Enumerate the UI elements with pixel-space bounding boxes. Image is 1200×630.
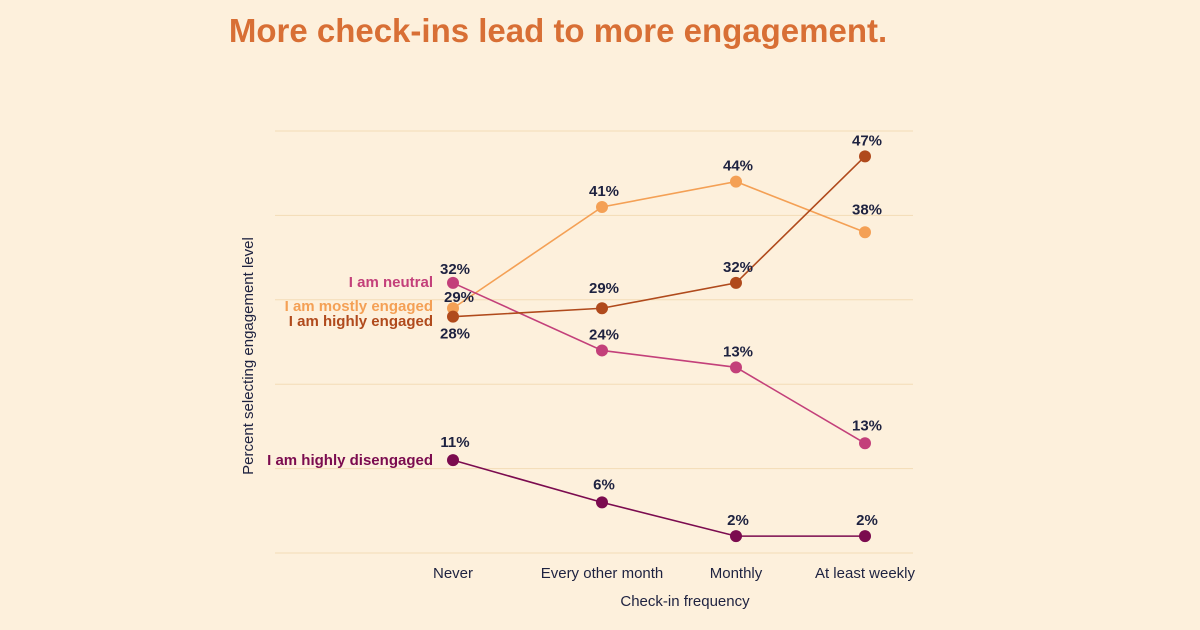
- data-point: [859, 150, 871, 163]
- data-label: 32%: [723, 259, 753, 276]
- x-tick-label: Never: [433, 565, 473, 582]
- data-label: 6%: [593, 476, 615, 493]
- series-label: I am neutral: [349, 274, 433, 291]
- series-line: [452, 282, 866, 444]
- data-point: [447, 310, 459, 323]
- x-tick-label: Every other month: [541, 565, 664, 582]
- data-label: 38%: [852, 201, 882, 218]
- data-label: 32%: [440, 261, 470, 278]
- data-point: [859, 437, 871, 450]
- data-label: 28%: [440, 326, 470, 343]
- x-tick-label: At least weekly: [815, 565, 916, 582]
- data-label: 2%: [727, 512, 749, 529]
- data-point: [730, 175, 742, 188]
- data-label: 13%: [723, 343, 753, 360]
- data-label: 13%: [852, 417, 882, 434]
- data-point: [447, 454, 459, 467]
- x-axis-label: Check-in frequency: [620, 593, 750, 610]
- data-label: 47%: [852, 132, 882, 149]
- data-point: [596, 302, 608, 315]
- data-point: [730, 361, 742, 374]
- series-label: I am highly disengaged: [267, 452, 433, 469]
- data-point: [859, 226, 871, 239]
- data-label: 11%: [440, 434, 469, 451]
- data-point: [447, 302, 459, 315]
- data-label: 24%: [589, 326, 619, 343]
- data-label: 41%: [589, 183, 619, 200]
- gridlines: [275, 130, 913, 554]
- data-point: [596, 496, 608, 509]
- data-point: [730, 276, 742, 289]
- series-line: [452, 459, 865, 537]
- y-axis-label: Percent selecting engagement level: [240, 237, 257, 475]
- data-point: [596, 200, 608, 213]
- data-labels: 29% 41% 44% 38% I am mostly engaged 32% 24% 13%…: [267, 132, 882, 529]
- data-point: [596, 344, 608, 357]
- data-point: [730, 530, 742, 543]
- series-line: [452, 180, 866, 309]
- series-label: I am mostly engaged: [285, 298, 433, 315]
- chart-title: More check-ins lead to more engagement.: [228, 12, 888, 49]
- data-point: [859, 530, 871, 543]
- series-lines: [447, 150, 871, 543]
- x-tick-label: Monthly: [710, 565, 763, 582]
- x-tick-labels: Never Every other month Monthly At least we…: [433, 565, 916, 582]
- data-label: 2%: [856, 512, 878, 529]
- series-line: [452, 155, 866, 318]
- data-label: 29%: [444, 289, 474, 306]
- data-label: 29%: [589, 280, 619, 297]
- data-point: [447, 276, 459, 289]
- series-label: I am highly engaged: [289, 313, 433, 330]
- data-label: 44%: [723, 158, 753, 175]
